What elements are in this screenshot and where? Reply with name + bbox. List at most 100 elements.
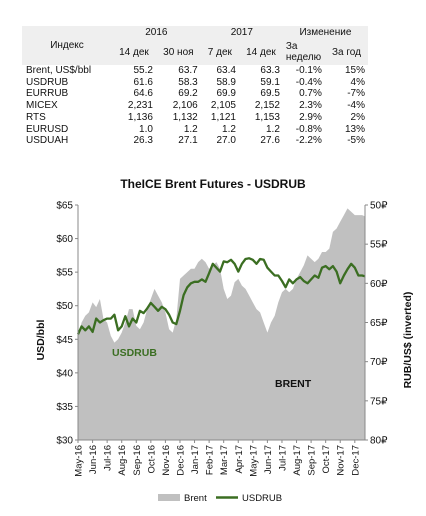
cell-index-name: EURUSD: [26, 123, 69, 135]
x-tick-label: Oct-17: [321, 445, 332, 474]
legend-label-usdrub: USDRUB: [242, 493, 282, 504]
cell-index-name: EURRUB: [22, 88, 112, 101]
x-tick-label: Oct-16: [146, 445, 157, 474]
cell-change-week: -0.4%: [295, 76, 322, 88]
cell-index-name: MICEX: [26, 100, 58, 112]
cell-value: 1,153: [238, 111, 283, 124]
cell-value: 27.6: [238, 135, 283, 147]
usdrub-line: [76, 257, 366, 335]
table-header-dates: 14 дек 30 ноя 7 дек 14 дек За неделю За …: [22, 39, 368, 65]
cell-value: 69.9: [200, 88, 239, 101]
cell-change-week: -2.2%: [282, 135, 325, 147]
cell-value: 1,136: [112, 111, 156, 124]
cell-change-year: -7%: [324, 88, 368, 101]
brent-area-layer: [78, 208, 365, 440]
cell-index-name: Brent, US$/bbl: [22, 65, 112, 77]
cell-value: 69.2: [155, 88, 201, 101]
y-axis-left-label: USD/bbl: [35, 320, 47, 361]
y-right-tick-label: 65₽: [370, 318, 388, 329]
cell-value: 1,121: [200, 111, 239, 124]
brent-area: [78, 208, 365, 440]
cell-change-year: 13%: [344, 123, 365, 135]
series-label-brent: BRENT: [275, 378, 312, 390]
y-left-tick-label: $30: [56, 436, 73, 447]
market-table-container: Индекс 2016 2017 Изменение 14 дек 30 ноя…: [22, 26, 368, 147]
x-tick-label: May-17: [248, 445, 259, 477]
y-right-tick-label: 80₽: [370, 436, 388, 447]
y-left-tick-label: $35: [56, 402, 73, 413]
x-tick-label: Aug-16: [117, 445, 128, 476]
x-tick-label: May-16: [74, 445, 85, 477]
header-year: За год: [324, 39, 368, 65]
y-right-tick-label: 75₽: [370, 396, 388, 407]
x-tick-label: Feb-17: [205, 445, 216, 475]
cell-value: 58.3: [178, 76, 198, 88]
table-row: Brent, US$/bbl 55.2 63.7 63.4 63.3 -0.1% 15%: [22, 65, 368, 77]
y-right-tick-label: 70₽: [370, 357, 388, 368]
x-tick-label: Mar-17: [219, 445, 230, 475]
x-tick-label: Jan-17: [190, 445, 201, 474]
cell-value: 1.2: [183, 123, 198, 135]
x-tick-label: Jun-17: [263, 445, 274, 474]
x-tick-label: Aug-17: [292, 445, 303, 476]
cell-index-name: RTS: [22, 111, 112, 124]
header-date: 30 ноя: [155, 39, 201, 65]
y-left-tick-label: $50: [56, 301, 73, 312]
table-row: RTS 1,136 1,132 1,121 1,153 2.9% 2%: [22, 111, 368, 124]
cell-value: 63.3: [238, 65, 283, 77]
y-left-tick-label: $40: [56, 368, 73, 379]
table-row: USDUAH 26.3 27.1 27.0 27.6 -2.2% -5%: [22, 135, 368, 147]
cell-index-name: USDUAH: [22, 135, 112, 147]
cell-value: 55.2: [112, 65, 156, 77]
y-left-tick-label: $45: [56, 335, 73, 346]
cell-value: 2,105: [210, 100, 236, 112]
x-tick-label: Dec-17: [350, 445, 361, 476]
chart-title: TheICE Brent Futures - USDRUB: [120, 177, 306, 191]
y-right-tick-label: 60₽: [370, 279, 388, 290]
cell-value: 1.0: [139, 123, 153, 135]
cell-value: 63.7: [155, 65, 201, 77]
usdrub-line-layer: [76, 257, 366, 335]
cell-value: 27.1: [155, 135, 201, 147]
legend-swatch-brent: [158, 494, 180, 501]
series-label-usdrub: USDRUB: [112, 347, 157, 359]
header-date: 14 дек: [112, 39, 156, 65]
y-axis-right-label: RUB/US$ (inverted): [402, 292, 414, 389]
cell-value: 1.2: [222, 123, 236, 135]
cell-change-year: -5%: [324, 135, 368, 147]
cell-change-year: 2%: [324, 111, 368, 124]
cell-value: 61.6: [133, 76, 153, 88]
x-tick-label: Jul-16: [103, 445, 114, 471]
cell-value: 2,152: [254, 100, 280, 112]
cell-value: 64.6: [112, 88, 156, 101]
cell-change-week: -0.8%: [295, 123, 322, 135]
cell-value: 59.1: [260, 76, 280, 88]
header-date: 14 дек: [238, 39, 283, 65]
y-left-tick-label: $55: [56, 268, 73, 279]
header-date: 7 дек: [200, 39, 239, 65]
table-body: Brent, US$/bbl 55.2 63.7 63.4 63.3 -0.1% 15% US…: [22, 65, 368, 147]
x-tick-label: Nov-17: [336, 445, 347, 476]
cell-change-week: 0.7%: [282, 88, 325, 101]
cell-change-week: -0.1%: [282, 65, 325, 77]
x-tick-label: Sep-17: [307, 445, 318, 476]
cell-index-name: USDRUB: [26, 76, 69, 88]
x-tick-label: Jun-16: [88, 445, 99, 474]
cell-value: 26.3: [112, 135, 156, 147]
header-change: Изменение: [282, 26, 368, 39]
x-tick-label: Dec-16: [176, 445, 187, 476]
cell-value: 27.0: [200, 135, 239, 147]
brent-usdrub-chart: TheICE Brent Futures - USDRUB $30 $35 $40 $…: [35, 177, 414, 504]
header-year-2017: 2017: [200, 26, 283, 39]
header-index: Индекс: [22, 26, 112, 65]
table-header-years: Индекс 2016 2017 Изменение: [22, 26, 368, 65]
y-left-tick-label: $60: [56, 234, 73, 245]
cell-change-week: 2.9%: [282, 111, 325, 124]
table-row: USDRUB 61.6 58.3 58.9 59.1 -0.4% 4%: [22, 77, 368, 89]
cell-change-year: 15%: [324, 65, 368, 77]
header-week: За неделю: [282, 39, 325, 65]
legend: Brent USDRUB: [158, 493, 282, 504]
cell-value: 63.4: [200, 65, 239, 77]
table-row: MICEX 2,231 2,106 2,105 2,152 2.3% -4%: [22, 100, 368, 112]
cell-change-year: 4%: [350, 76, 365, 88]
